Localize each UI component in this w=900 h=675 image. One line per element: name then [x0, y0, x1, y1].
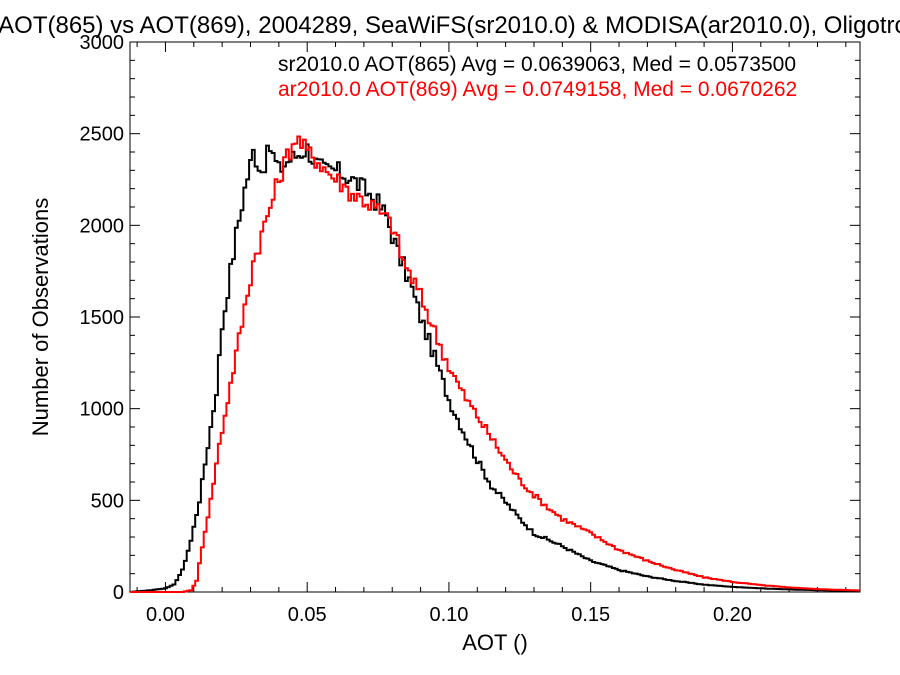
plot-frame [129, 41, 861, 593]
series-line-sr2010 [130, 143, 860, 593]
y-axis-label: Number of Observations [28, 198, 53, 436]
chart-title: AOT(865) vs AOT(869), 2004289, SeaWiFS(s… [0, 12, 900, 39]
y-axis: 0 500 1000 1500 2000 2500 3000 [80, 32, 860, 604]
y-tick-label: 500 [91, 490, 124, 512]
y-tick-label: 1500 [80, 307, 125, 329]
y-tick-label: 1000 [80, 399, 125, 421]
y-tick-label: 0 [113, 582, 124, 604]
x-tick-label: 0.10 [429, 604, 468, 626]
x-tick-label: 0.15 [571, 604, 610, 626]
legend-entry-sr2010: sr2010.0 AOT(865) Avg = 0.0639063, Med =… [278, 53, 796, 76]
y-tick-label: 2000 [80, 215, 125, 237]
x-tick-label: 0.20 [713, 604, 752, 626]
y-tick-label: 2500 [80, 124, 125, 146]
legend-entry-ar2010: ar2010.0 AOT(869) Avg = 0.0749158, Med =… [278, 78, 797, 101]
x-axis: 0.00 0.05 0.10 0.15 0.20 [136, 42, 847, 626]
y-tick-label: 3000 [80, 32, 125, 54]
series-layer [130, 135, 860, 593]
x-axis-label: AOT () [462, 630, 528, 655]
series-line-ar2010 [130, 135, 860, 593]
x-tick-label: 0.00 [146, 604, 185, 626]
plot-area: 0 500 1000 1500 2000 2500 3000 0.00 0.05 0.10 0.1… [80, 32, 861, 626]
x-tick-label: 0.05 [288, 604, 327, 626]
